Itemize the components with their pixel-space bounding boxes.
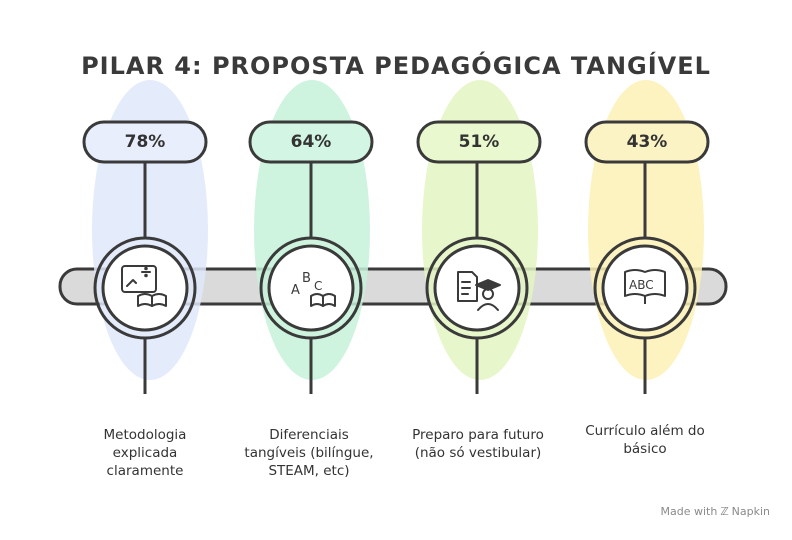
napkin-branding[interactable]: Made with ℤ Napkin xyxy=(661,505,771,518)
percent-value-2: 64% xyxy=(290,132,332,152)
percent-value-1: 78% xyxy=(124,132,166,152)
connector-bar xyxy=(58,267,728,306)
svg-text:ABC: ABC xyxy=(629,278,654,292)
item-label-3: Preparo para futuro (não só vestibular) xyxy=(412,427,544,461)
item-label-4: Currículo além do básico xyxy=(585,423,705,457)
svg-text:B: B xyxy=(302,271,311,286)
abc-book-icon: A B C xyxy=(291,271,336,307)
methodology-board-book-icon xyxy=(121,265,167,307)
made-with-text: Made with xyxy=(660,505,718,518)
percent-pill-3 xyxy=(416,120,542,164)
item-label-1: Metodologia explicada claramente xyxy=(103,427,187,479)
pillar-item-2: A B C xyxy=(248,80,374,394)
icon-circle-4 xyxy=(601,244,689,332)
svg-text:C: C xyxy=(314,279,322,293)
napkin-name: Napkin xyxy=(731,505,770,518)
icon-circle-1 xyxy=(101,244,189,332)
page-title: PILAR 4: PROPOSTA PEDAGÓGICA TANGÍVEL xyxy=(81,52,711,80)
item-label-2: Diferenciais tangíveis (bilíngue, STEAM,… xyxy=(244,427,374,479)
napkin-logo-icon: ℤ xyxy=(720,505,729,518)
percent-value-4: 43% xyxy=(626,132,668,152)
percent-value-3: 51% xyxy=(458,132,500,152)
svg-text:A: A xyxy=(291,283,300,298)
abc-open-book-icon: ABC xyxy=(624,269,666,304)
icon-circle-2 xyxy=(267,244,355,332)
pillar-item-1 xyxy=(82,80,208,394)
graduate-document-icon xyxy=(457,271,501,311)
pillar-item-4: ABC xyxy=(584,80,710,394)
pillar-item-3 xyxy=(416,80,542,394)
percent-pill-4 xyxy=(584,120,710,164)
